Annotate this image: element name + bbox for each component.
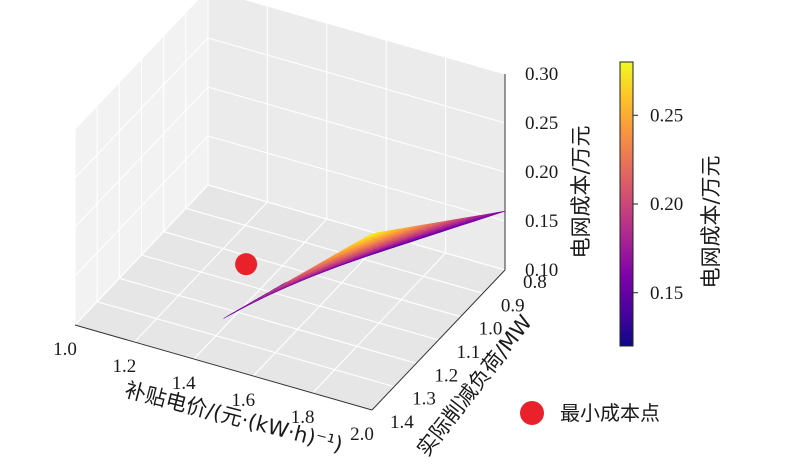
colorbar-ticks: 0.15 0.20 0.25 xyxy=(633,105,683,304)
y-tick-label: 1.2 xyxy=(434,365,458,386)
x-tick-label: 1.0 xyxy=(53,339,77,360)
z-tick-label: 0.25 xyxy=(525,113,558,134)
y-tick-label: 0.9 xyxy=(501,295,525,316)
surface-patch xyxy=(488,210,506,216)
z-tick-label: 0.20 xyxy=(525,162,558,183)
x-tick-label: 1.2 xyxy=(113,356,137,377)
grid-y-floor xyxy=(119,277,417,364)
cost-surface xyxy=(223,210,506,319)
colorbar-tick-label: 0.20 xyxy=(650,194,683,215)
grid-z-left xyxy=(74,135,209,277)
legend-marker xyxy=(520,401,544,425)
y-axis-edge xyxy=(371,269,506,411)
y-tick-label: 0.8 xyxy=(523,272,547,293)
x-tick-label: 1.4 xyxy=(172,373,196,394)
grid-z-left xyxy=(74,37,209,179)
grid-y-floor xyxy=(97,301,395,388)
floor-edges xyxy=(74,74,506,411)
grid-z-back xyxy=(207,184,506,271)
x-tick-label: 1.6 xyxy=(231,390,255,411)
y-tick-label: 1.3 xyxy=(412,389,436,410)
z-tick-label: 0.15 xyxy=(525,211,558,232)
back-pane xyxy=(208,0,505,270)
colorbar-tick-label: 0.15 xyxy=(650,283,683,304)
grid-z-left xyxy=(74,86,209,228)
grid-y-floor xyxy=(185,207,483,294)
colorbar: 0.15 0.20 0.25 电网成本/万元 xyxy=(619,61,723,347)
z-axis-label: 电网成本/万元 xyxy=(569,125,593,258)
legend-label: 最小成本点 xyxy=(560,401,660,425)
x-tick-label: 1.8 xyxy=(291,407,315,428)
grid-z-left xyxy=(74,0,199,130)
y-tick-label: 1.4 xyxy=(390,412,414,433)
colorbar-rect xyxy=(619,61,634,347)
colorbar-tick-label: 0.25 xyxy=(650,105,683,126)
axis-ticks: 1.01.21.41.61.82.00.80.91.01.11.21.31.40… xyxy=(53,64,558,445)
x-axis-edge xyxy=(74,324,373,411)
grid-z-back xyxy=(207,86,506,173)
x-tick-label: 2.0 xyxy=(350,424,374,445)
legend: 最小成本点 xyxy=(520,401,660,425)
grid-z-back xyxy=(207,135,506,222)
y-tick-label: 1.1 xyxy=(457,342,481,363)
grid-z-back xyxy=(207,37,506,124)
grid-z-left xyxy=(74,184,209,326)
colorbar-label: 电网成本/万元 xyxy=(699,155,723,288)
min-cost-marker xyxy=(235,253,258,276)
grid-z-back xyxy=(244,0,506,75)
z-tick-label: 0.30 xyxy=(525,64,558,85)
grid-y-floor xyxy=(141,254,439,341)
z-tick-label: 0.10 xyxy=(525,260,558,281)
y-tick-label: 1.0 xyxy=(479,319,503,340)
min-cost-point xyxy=(235,253,258,276)
